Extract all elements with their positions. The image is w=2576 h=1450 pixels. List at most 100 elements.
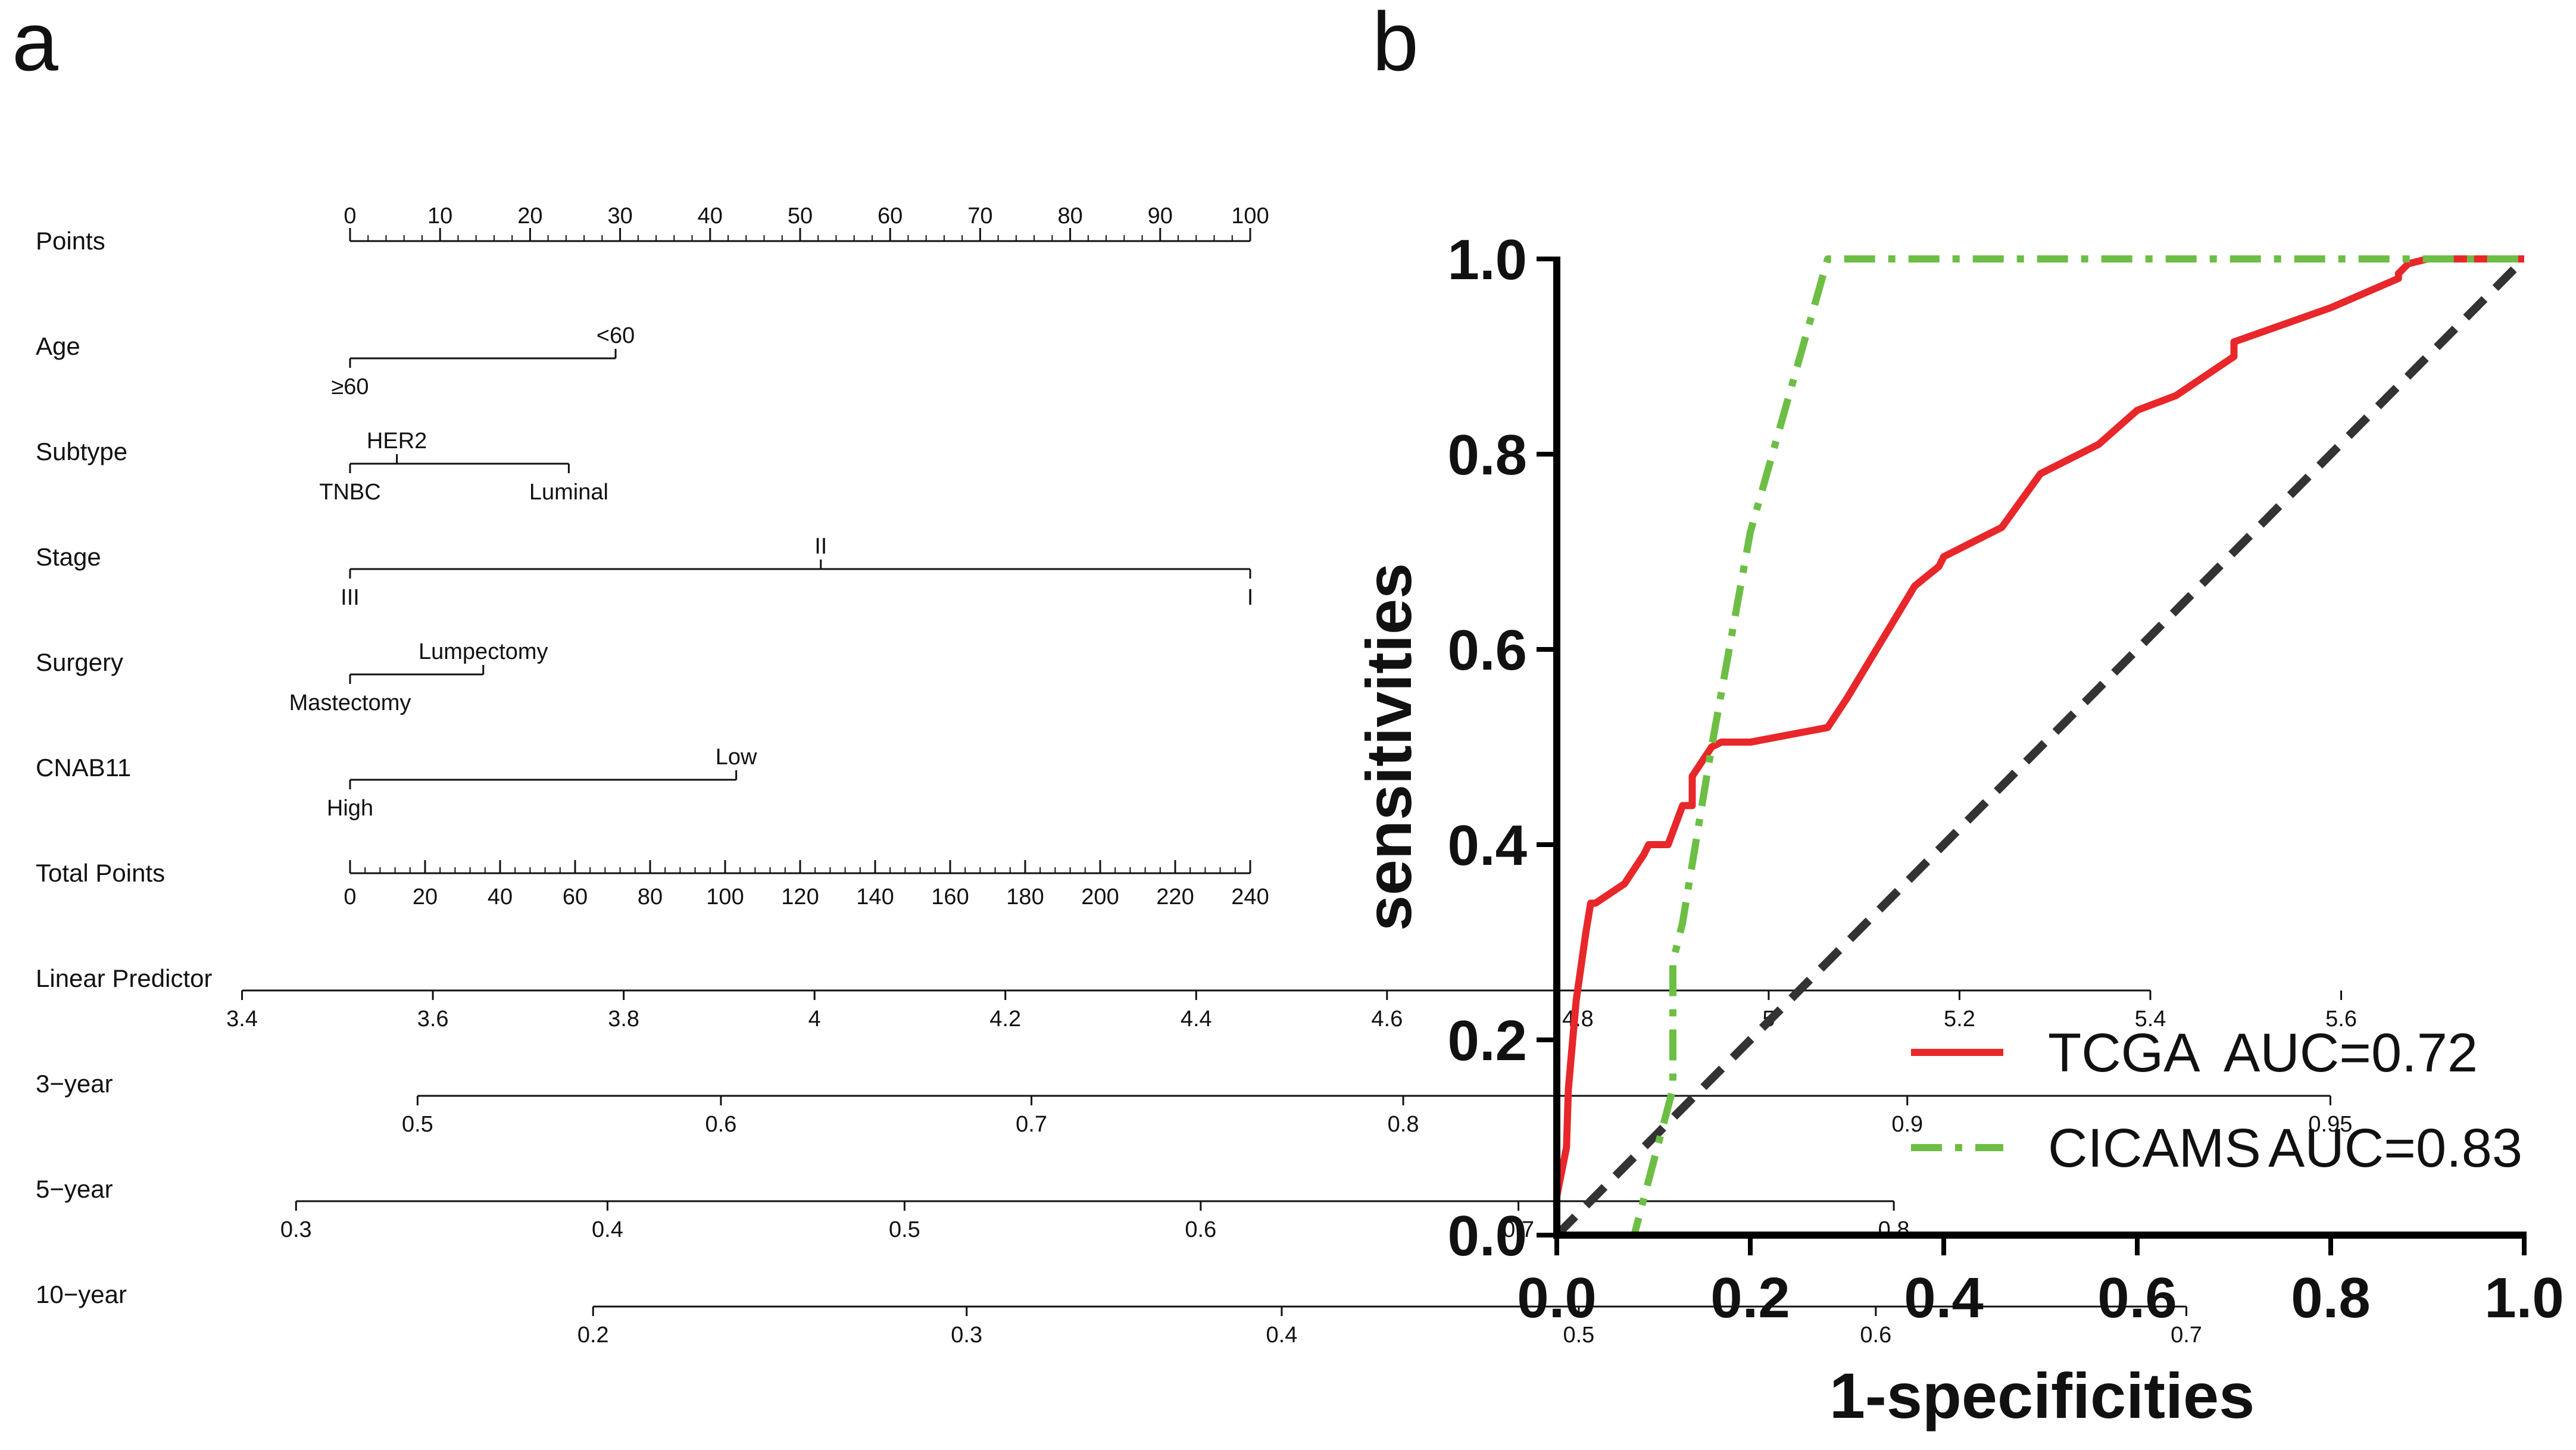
points-tick-label: 10 [427, 204, 452, 229]
row-label-subtype: Subtype [36, 438, 127, 465]
roc-panel: b 0.0 0.2 0.4 0.6 0.8 1.0 0.0 0.2 0.4 0.6 0.8 1.0 1… [1353, 0, 2564, 1432]
row-3-year: 3−year 0.5 0.6 0.7 0.8 0.9 0.95 [36, 1070, 2352, 1137]
y-tick-label: 0.0 [1448, 1204, 1527, 1268]
legend-name-cicams: CICAMS [2048, 1118, 2261, 1179]
row-label-points: Points [36, 227, 105, 255]
linear-predictor-tick-label: 5.4 [2135, 1007, 2166, 1032]
linear-predictor-tick-label: 4.4 [1181, 1007, 1212, 1032]
row-age: Age ≥60 <60 [36, 323, 635, 399]
total-points-tick-label: 180 [1006, 885, 1044, 910]
stage-level-label: II [814, 534, 827, 559]
points-tick-label: 60 [878, 204, 903, 229]
row-label-3-year: 3−year [36, 1070, 113, 1098]
legend: TCGA AUC=0.72 CICAMS AUC=0.83 [1911, 1023, 2522, 1179]
surgery-level-label: Lumpectomy [419, 639, 548, 664]
age-level-label: <60 [597, 323, 635, 348]
linear-predictor-tick-label: 3.8 [608, 1007, 639, 1032]
3-year-tick-label: 0.7 [1016, 1112, 1047, 1137]
panel-label-a: a [12, 0, 58, 88]
row-10-year: 10−year 0.2 0.3 0.4 0.5 0.6 0.7 [36, 1280, 2202, 1348]
legend-auc-cicams: AUC=0.83 [2268, 1118, 2522, 1179]
stage-level-label: III [341, 585, 360, 610]
x-tick-label: 1.0 [2484, 1266, 2563, 1330]
x-tick-label: 0.0 [1517, 1266, 1596, 1330]
x-tick-label: 0.4 [1904, 1266, 1983, 1330]
linear-predictor-tick-label: 4.6 [1371, 1007, 1403, 1032]
y-tick-label: 0.8 [1448, 423, 1527, 487]
points-tick-label: 40 [698, 204, 723, 229]
5-year-tick-label: 0.5 [889, 1217, 920, 1242]
subtype-level-label: Luminal [529, 480, 608, 505]
roc-series-group [1553, 255, 2524, 1239]
linear-predictor-tick-label: 3.4 [226, 1007, 258, 1032]
row-label-stage: Stage [36, 543, 101, 571]
linear-predictor-tick-label: 3.6 [417, 1007, 449, 1032]
3-year-tick-label: 0.8 [1388, 1112, 1419, 1137]
total-points-tick-label: 200 [1081, 885, 1119, 910]
5-year-tick-label: 0.4 [592, 1217, 623, 1242]
3-year-tick-label: 0.9 [1891, 1112, 1923, 1137]
series-tcga-curve [1553, 255, 2524, 1235]
points-tick-label: 80 [1057, 204, 1082, 229]
row-subtype: Subtype TNBC HER2 Luminal [36, 429, 608, 505]
10-year-tick-label: 0.3 [951, 1323, 982, 1348]
3-year-tick-label: 0.5 [402, 1112, 433, 1137]
subtype-level-label: HER2 [367, 429, 427, 454]
points-tick-label: 20 [517, 204, 542, 229]
total-points-tick-label: 0 [344, 885, 356, 910]
row-label-linear-predictor: Linear Predictor [36, 964, 212, 992]
subtype-level-label: TNBC [319, 480, 380, 505]
total-points-tick-label: 20 [413, 885, 438, 910]
10-year-tick-label: 0.5 [1563, 1323, 1594, 1348]
diagonal-reference-line [1554, 256, 2527, 1238]
5-year-tick-label: 0.3 [280, 1217, 312, 1242]
points-tick-label: 70 [967, 204, 992, 229]
10-year-tick-label: 0.7 [2171, 1323, 2202, 1348]
y-tick-label: 1.0 [1448, 228, 1527, 292]
total-points-tick-label: 120 [781, 885, 819, 910]
row-cnab11: CNAB11 High Low [36, 745, 757, 821]
series-cicams-curve [1557, 255, 2524, 1239]
row-label-total-points: Total Points [36, 859, 165, 887]
linear-predictor-tick-label: 4 [808, 1007, 821, 1032]
row-points: Points 0 10 20 30 40 50 60 70 80 90 100 [36, 204, 1269, 255]
10-year-tick-label: 0.4 [1266, 1323, 1298, 1348]
total-points-tick-label: 80 [638, 885, 663, 910]
row-label-age: Age [36, 332, 80, 360]
cnab11-level-label: Low [716, 745, 757, 770]
legend-name-tcga: TCGA [2048, 1023, 2200, 1083]
y-tick-label: 0.2 [1448, 1009, 1527, 1073]
10-year-tick-label: 0.2 [577, 1323, 609, 1348]
total-points-tick-label: 220 [1156, 885, 1194, 910]
x-tick-label: 0.6 [2097, 1266, 2177, 1330]
y-tick-label: 0.6 [1448, 618, 1527, 682]
roc-axes: 0.0 0.2 0.4 0.6 0.8 1.0 0.0 0.2 0.4 0.6 0.8 1.0 [1448, 228, 2564, 1330]
x-tick-label: 0.8 [2291, 1266, 2370, 1330]
3-year-tick-label: 0.6 [705, 1112, 737, 1137]
5-year-tick-label: 0.6 [1185, 1217, 1216, 1242]
total-points-tick-label: 140 [856, 885, 894, 910]
surgery-level-label: Mastectomy [289, 690, 411, 715]
linear-predictor-tick-label: 5.6 [2325, 1007, 2357, 1032]
points-tick-label: 90 [1148, 204, 1173, 229]
cnab11-level-label: High [327, 796, 373, 821]
row-total-points: Total Points 0 20 40 60 80 100 120 140 160 180 200 2… [36, 859, 1269, 910]
legend-auc-tcga: AUC=0.72 [2224, 1023, 2478, 1083]
row-label-cnab11: CNAB11 [36, 754, 131, 782]
panel-label-b: b [1372, 0, 1419, 88]
total-points-tick-label: 60 [563, 885, 588, 910]
y-axis-label: sensitivities [1353, 563, 1425, 931]
points-tick-label: 0 [344, 204, 356, 229]
x-tick-label: 0.2 [1710, 1266, 1790, 1330]
total-points-tick-label: 240 [1231, 885, 1269, 910]
points-tick-label: 100 [1231, 204, 1269, 229]
points-tick-label: 50 [788, 204, 813, 229]
row-label-10-year: 10−year [36, 1280, 127, 1308]
x-axis-label: 1-specificities [1829, 1360, 2255, 1432]
